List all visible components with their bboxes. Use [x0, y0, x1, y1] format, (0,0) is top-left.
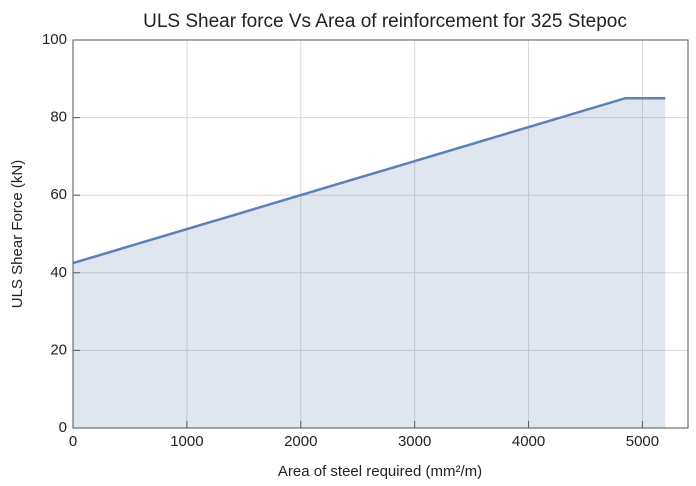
x-tick-label: 3000 — [398, 433, 431, 450]
y-tick-label: 60 — [50, 186, 67, 203]
y-tick-label: 40 — [50, 264, 67, 281]
x-tick-label: 2000 — [284, 433, 317, 450]
y-tick-label: 80 — [50, 109, 67, 126]
y-axis-label: ULS Shear Force (kN) — [9, 160, 26, 308]
area-fill — [73, 98, 666, 428]
y-tick-label: 100 — [42, 31, 67, 48]
chart-title: ULS Shear force Vs Area of reinforcement… — [143, 11, 627, 32]
x-tick-label: 4000 — [512, 433, 545, 450]
x-tick-label: 1000 — [170, 433, 203, 450]
x-tick-label: 5000 — [626, 433, 659, 450]
line — [72, 96, 666, 265]
y-tick-label: 20 — [50, 341, 67, 358]
y-tick-label: 0 — [59, 419, 67, 436]
plot-frame — [72, 39, 689, 429]
x-tick-label: 0 — [69, 433, 77, 450]
x-axis-label: Area of steel required (mm²/m) — [278, 463, 482, 480]
